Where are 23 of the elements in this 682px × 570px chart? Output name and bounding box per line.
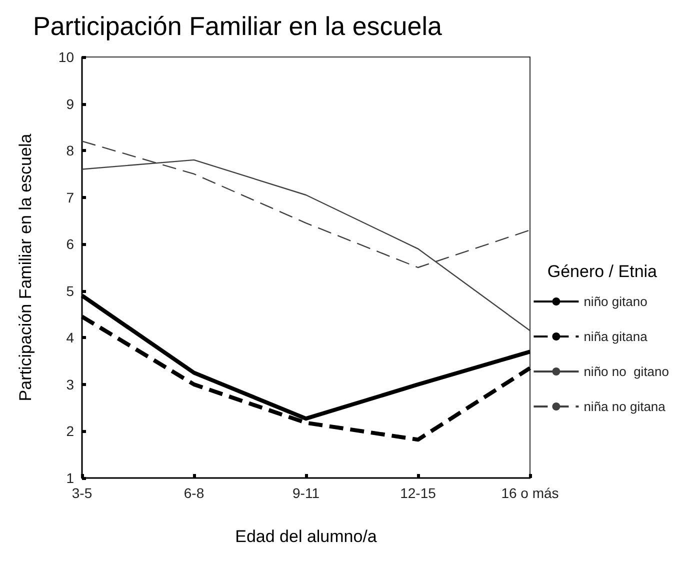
legend-label: niño gitano (584, 294, 648, 309)
y-tick-label: 7 (66, 189, 74, 206)
x-tick-label: 9-11 (292, 485, 320, 501)
x-tick-label: 3-5 (72, 485, 92, 501)
y-tick-label: 1 (66, 470, 74, 486)
y-axis-title: Participación Familiar en la escuela (16, 133, 35, 402)
x-tick-label: 6-8 (184, 485, 204, 501)
legend-title: Género / Etnia (547, 262, 658, 281)
legend-label: niña no gitana (584, 399, 666, 414)
chart-title: Participación Familiar en la escuela (33, 11, 443, 41)
y-tick-label: 6 (66, 236, 74, 252)
x-tick-label: 16 o más (501, 485, 559, 501)
y-tick-label: 10 (58, 49, 74, 65)
legend-label: niño no gitano (584, 364, 670, 379)
y-tick-label: 2 (66, 423, 74, 440)
y-tick-label: 8 (66, 142, 74, 159)
legend-label: niña gitana (584, 329, 648, 344)
y-tick-label: 4 (66, 330, 74, 346)
y-tick-label: 9 (66, 96, 74, 112)
x-tick-label: 12-15 (400, 485, 436, 501)
y-tick-label: 3 (66, 376, 74, 392)
x-axis-title: Edad del alumno/a (235, 527, 378, 546)
y-tick-label: 5 (66, 282, 74, 299)
